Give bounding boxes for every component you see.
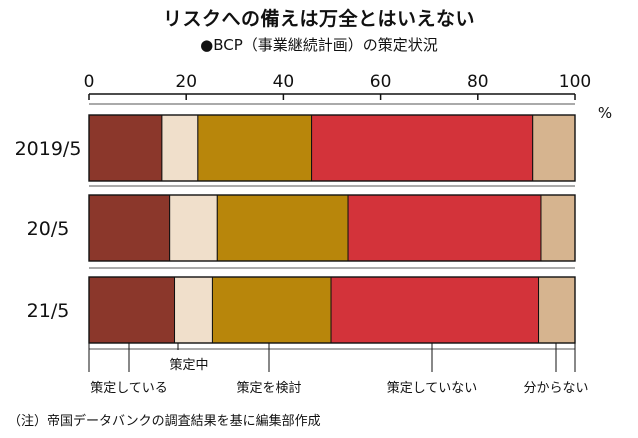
category-label: 20/5 (27, 218, 70, 240)
category-label: 2019/5 (15, 138, 82, 160)
bar-segment (330, 276, 540, 344)
legend-label: 策定中 (169, 357, 208, 373)
bar-outline (88, 194, 576, 262)
x-tick-label: 80 (467, 72, 489, 92)
bar-segment (88, 276, 176, 344)
bar-outline (88, 276, 576, 344)
x-tick-label: 0 (84, 72, 95, 92)
x-tick-label: 60 (370, 72, 392, 92)
bar-segment (174, 276, 213, 344)
bar-segment (211, 276, 332, 344)
chart-title: リスクへの備えは万全とはいえない (162, 8, 475, 30)
chart-subtitle: ●BCP（事業継続計画）の策定状況 (200, 36, 438, 54)
bar-segment (197, 114, 313, 182)
bar-segment (347, 194, 542, 262)
unit-label: % (598, 104, 612, 122)
x-tick-label: 40 (273, 72, 295, 92)
bar-segment (88, 194, 171, 262)
bar-segment (169, 194, 218, 262)
legend-label: 策定している (90, 380, 168, 396)
bar-segment (88, 114, 163, 182)
bar-segment (532, 114, 576, 182)
x-tick-label: 20 (175, 72, 197, 92)
x-tick-label: 100 (559, 72, 591, 92)
legend-label: 策定していない (387, 380, 478, 396)
source-note: （注）帝国データバンクの調査結果を基に編集部作成 (8, 414, 321, 429)
bar-segment (540, 194, 576, 262)
legend-label: 分からない (523, 381, 588, 396)
category-label: 21/5 (27, 300, 70, 322)
bar-segment (161, 114, 199, 182)
legend-label: 策定を検討 (236, 380, 301, 396)
bar-segment (538, 276, 576, 344)
bar-segment (311, 114, 534, 182)
bar-segment (216, 194, 349, 262)
bar-outline (88, 114, 576, 182)
